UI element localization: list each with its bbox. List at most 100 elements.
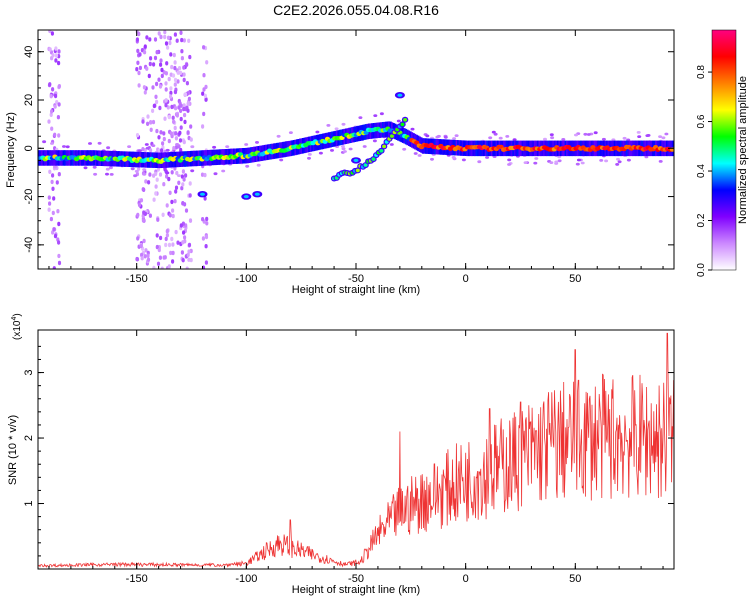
noise-speckle bbox=[52, 227, 56, 232]
noise-speckle bbox=[50, 31, 55, 36]
noise-speckle bbox=[169, 86, 173, 91]
track-halo bbox=[599, 159, 604, 162]
y-tick-label: 1 bbox=[23, 500, 35, 506]
track-halo bbox=[637, 135, 642, 139]
y-tick-label: -40 bbox=[23, 237, 35, 253]
noise-speckle bbox=[165, 203, 169, 208]
track-halo bbox=[561, 138, 566, 141]
noise-speckle bbox=[151, 119, 156, 125]
noise-speckle bbox=[182, 177, 186, 182]
noise-speckle bbox=[155, 244, 159, 250]
noise-speckle bbox=[47, 119, 51, 124]
noise-speckle bbox=[146, 114, 150, 119]
track-halo bbox=[636, 131, 641, 134]
noise-speckle bbox=[188, 181, 192, 186]
noise-speckle bbox=[50, 109, 54, 114]
track-halo bbox=[65, 145, 70, 149]
branch-cell bbox=[371, 157, 376, 161]
noise-speckle bbox=[51, 87, 55, 92]
noise-speckle bbox=[189, 137, 193, 142]
track-halo bbox=[664, 132, 669, 136]
track-halo bbox=[130, 167, 135, 171]
noise-speckle bbox=[149, 120, 153, 125]
x-tick-label: 0 bbox=[463, 573, 469, 585]
colorbar-tick-label: 0.0 bbox=[696, 263, 707, 277]
noise-speckle bbox=[148, 61, 152, 67]
noise-speckle bbox=[167, 138, 171, 144]
noise-speckle bbox=[137, 70, 141, 76]
noise-speckle bbox=[141, 218, 145, 223]
noise-speckle bbox=[162, 182, 166, 187]
spectrogram-panel: -150 -100 -50 0 50 -40 -20 0 20 40 Height of stra… bbox=[5, 29, 675, 296]
noise-speckle bbox=[172, 146, 176, 151]
noise-speckle bbox=[146, 257, 151, 262]
track-halo bbox=[50, 142, 54, 145]
noise-speckle bbox=[167, 176, 171, 182]
track-halo bbox=[212, 145, 217, 149]
track-halo bbox=[372, 139, 377, 143]
noise-speckle bbox=[181, 182, 185, 187]
track-halo bbox=[550, 136, 555, 140]
noise-speckle bbox=[152, 173, 156, 178]
noise-speckle bbox=[165, 233, 169, 238]
noise-speckle bbox=[159, 62, 163, 67]
track-halo bbox=[108, 166, 113, 170]
noise-speckle bbox=[202, 45, 206, 50]
noise-speckle bbox=[184, 208, 189, 213]
track-halo bbox=[151, 144, 156, 148]
noise-speckle bbox=[186, 101, 190, 107]
track-halo bbox=[165, 171, 170, 175]
track-halo bbox=[616, 157, 620, 161]
noise-speckle bbox=[57, 102, 61, 107]
noise-speckle bbox=[176, 240, 180, 245]
noise-speckle bbox=[158, 172, 163, 177]
noise-speckle bbox=[154, 191, 158, 196]
track-halo bbox=[488, 136, 493, 140]
noise-speckle bbox=[185, 81, 189, 86]
noise-speckle bbox=[175, 170, 179, 176]
noise-speckle bbox=[161, 212, 165, 217]
noise-speckle bbox=[165, 61, 169, 66]
noise-speckle bbox=[181, 258, 185, 263]
track-halo bbox=[443, 135, 448, 139]
noise-speckle bbox=[139, 243, 143, 249]
noise-speckle bbox=[174, 185, 179, 190]
noise-speckle bbox=[154, 184, 158, 189]
track-halo bbox=[523, 161, 528, 165]
noise-speckle bbox=[153, 37, 158, 42]
noise-speckle bbox=[157, 135, 161, 140]
track-halo bbox=[53, 165, 57, 169]
track-halo bbox=[221, 169, 226, 173]
track-halo bbox=[389, 143, 394, 146]
noise-speckle bbox=[182, 230, 186, 235]
noise-speckle bbox=[184, 173, 188, 178]
snr-scale-label: (x104) bbox=[11, 313, 23, 340]
noise-speckle bbox=[203, 93, 207, 99]
noise-speckle bbox=[140, 252, 144, 258]
track-halo bbox=[533, 161, 538, 165]
track-halo bbox=[288, 131, 293, 135]
noise-speckle bbox=[182, 72, 186, 77]
track-halo bbox=[622, 136, 627, 140]
noise-speckle bbox=[175, 38, 179, 43]
noise-speckle bbox=[137, 202, 142, 208]
noise-speckle bbox=[183, 235, 187, 240]
noise-speckle bbox=[174, 136, 178, 141]
noise-speckle bbox=[201, 124, 205, 129]
noise-speckle bbox=[157, 31, 161, 36]
track-halo bbox=[334, 127, 339, 131]
noise-speckle bbox=[146, 121, 150, 127]
noise-speckle bbox=[176, 79, 180, 84]
noise-speckle bbox=[153, 55, 158, 61]
noise-speckle bbox=[168, 40, 172, 46]
track-halo bbox=[341, 122, 346, 126]
noise-speckle bbox=[54, 53, 59, 58]
track-halo bbox=[276, 134, 281, 138]
track-halo bbox=[255, 141, 259, 144]
noise-speckle bbox=[188, 193, 192, 198]
noise-speckle bbox=[180, 186, 184, 191]
y-tick-label: 2 bbox=[23, 435, 35, 441]
noise-speckle bbox=[189, 257, 193, 263]
x-tick-label: -150 bbox=[126, 273, 148, 285]
colorbar-tick-label: 0.4 bbox=[696, 164, 707, 178]
